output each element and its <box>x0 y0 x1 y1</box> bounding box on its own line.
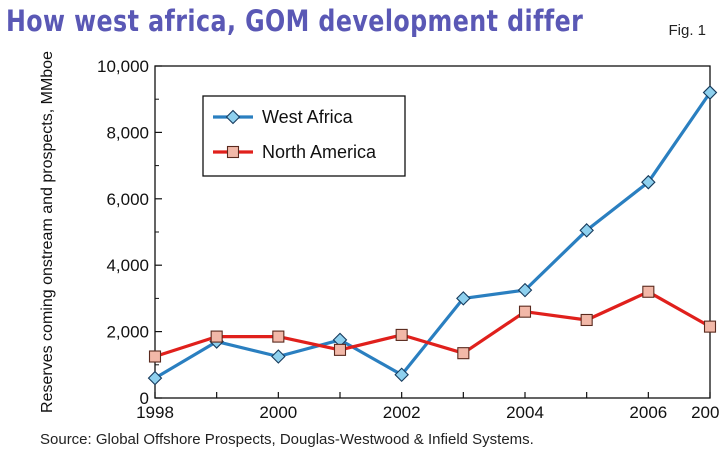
data-point-west-africa <box>641 174 656 190</box>
y-tick-label: 4,000 <box>106 256 149 275</box>
figure-label: Fig. 1 <box>668 22 706 39</box>
y-tick-label: 2,000 <box>106 323 149 342</box>
data-point-west-africa <box>579 223 594 238</box>
source-note: Source: Global Offshore Prospects, Dougl… <box>40 431 534 448</box>
x-tick-label: 2002 <box>383 403 421 422</box>
y-tick-label: 8,000 <box>106 123 149 142</box>
x-tick-label: 2000 <box>259 403 297 422</box>
legend-label: West Africa <box>262 107 354 127</box>
series-line-0 <box>154 91 712 380</box>
series-line-1 <box>154 290 711 359</box>
y-tick-label: 6,000 <box>106 190 149 209</box>
data-point-north-america <box>518 305 532 318</box>
data-point-north-america <box>210 330 223 343</box>
data-point-west-africa <box>147 370 163 386</box>
data-point-west-africa <box>456 291 471 306</box>
data-point-north-america <box>580 313 593 327</box>
data-point-west-africa <box>271 349 286 364</box>
legend-marker-square <box>226 145 240 159</box>
data-point-north-america <box>333 343 347 356</box>
x-tick-label: 2006 <box>629 403 667 422</box>
data-point-north-america <box>642 285 655 298</box>
legend-label: North America <box>262 142 377 162</box>
data-point-west-africa <box>394 367 409 383</box>
legend-box <box>202 95 406 177</box>
data-point-west-africa <box>517 282 533 298</box>
data-point-north-america <box>272 330 285 343</box>
y-axis-label: Reserves coming onstream and prospects, … <box>39 51 56 413</box>
x-tick-label: 2007 <box>691 403 720 422</box>
data-point-north-america <box>457 347 470 360</box>
y-tick-label: 0 <box>140 389 149 408</box>
y-tick-label: 10,000 <box>97 57 149 76</box>
data-point-north-america <box>395 328 408 341</box>
x-tick-label: 2004 <box>506 403 544 422</box>
data-point-west-africa <box>702 85 718 100</box>
legend-marker-diamond <box>225 109 241 125</box>
data-point-north-america <box>148 350 162 363</box>
x-tick-label: 1998 <box>136 403 174 422</box>
data-point-north-america <box>703 320 717 333</box>
chart-title: How west africa, GOM development differ <box>6 4 584 38</box>
